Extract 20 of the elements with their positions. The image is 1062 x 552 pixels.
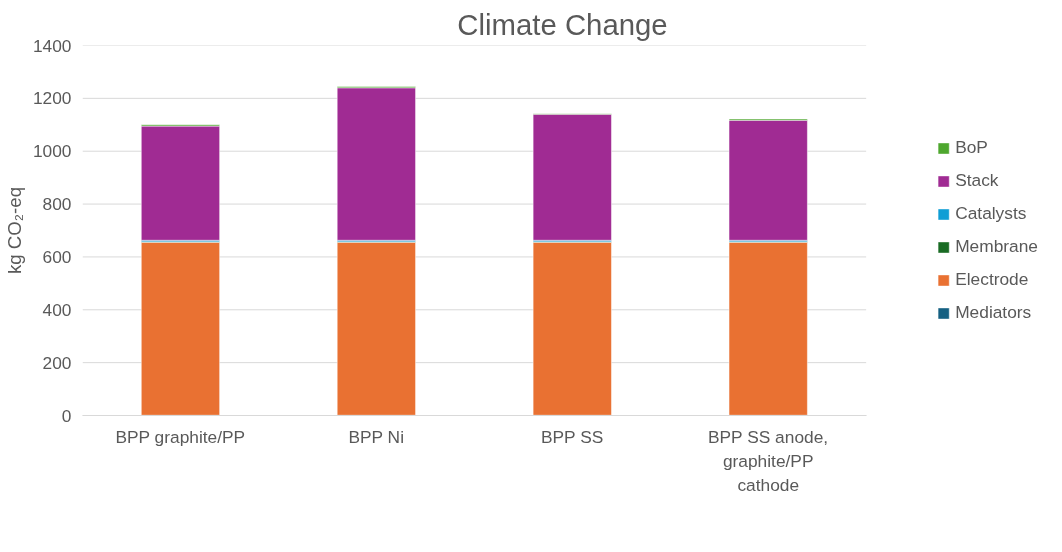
legend-label: Electrode: [955, 269, 1029, 290]
legend-label: Mediators: [955, 302, 1032, 323]
legend-label: Stack: [955, 170, 999, 191]
legend-label: Catalysts: [955, 203, 1027, 224]
y-tick-label: 0: [61, 405, 72, 426]
y-tick-label: 1200: [32, 88, 72, 109]
legend-label: Membrane: [955, 236, 1038, 257]
x-tick-label: BPP Ni: [348, 426, 404, 447]
x-tick-label: BPP SS anode, graphite/PP cathode: [708, 426, 829, 495]
y-tick-label: 600: [42, 246, 72, 267]
legend-label: BoP: [955, 137, 988, 158]
x-tick-label: BPP SS: [540, 426, 604, 447]
y-tick-label: 400: [42, 299, 72, 320]
y-axis-title: kg CO₂-eq: [3, 186, 25, 275]
y-tick-label: 1400: [32, 35, 72, 56]
y-tick-label: 200: [42, 352, 72, 373]
y-tick-label: 800: [42, 194, 72, 215]
chart-title: Climate Change: [457, 7, 668, 41]
y-tick-label: 1000: [32, 141, 72, 162]
x-tick-label: BPP graphite/PP: [115, 426, 246, 447]
